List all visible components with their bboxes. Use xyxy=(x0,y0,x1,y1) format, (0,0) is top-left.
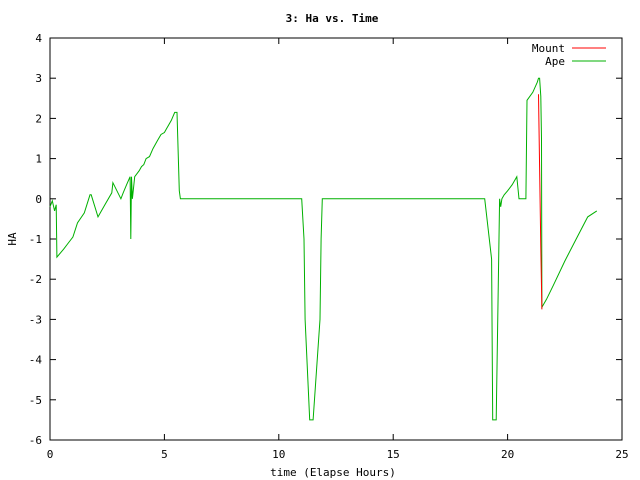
legend-label-ape: Ape xyxy=(545,55,565,68)
y-tick-label: 3 xyxy=(35,72,42,85)
x-tick-label: 15 xyxy=(387,448,400,461)
y-tick-label: -2 xyxy=(29,273,42,286)
x-tick-label: 25 xyxy=(615,448,628,461)
y-tick-label: 1 xyxy=(35,153,42,166)
series-line-ape xyxy=(49,77,598,421)
x-axis-label: time (Elapse Hours) xyxy=(270,466,396,479)
y-tick-label: 4 xyxy=(35,32,42,45)
y-tick-label: -5 xyxy=(29,394,42,407)
y-tick-label: 0 xyxy=(35,193,42,206)
x-tick-label: 0 xyxy=(47,448,54,461)
legend-label-mount: Mount xyxy=(532,42,565,55)
series-layer xyxy=(49,77,598,421)
x-axis-ticks: 0 5 10 15 20 25 xyxy=(47,38,629,461)
y-tick-label: -3 xyxy=(29,313,42,326)
x-tick-label: 5 xyxy=(161,448,168,461)
x-tick-label: 20 xyxy=(501,448,514,461)
y-tick-label: 2 xyxy=(35,112,42,125)
y-tick-label: -4 xyxy=(29,354,43,367)
y-tick-label: -1 xyxy=(29,233,42,246)
y-tick-label: -6 xyxy=(29,434,42,447)
x-tick-label: 10 xyxy=(272,448,285,461)
series-line-mount xyxy=(538,94,543,310)
plot-frame xyxy=(49,37,623,441)
y-axis-ticks: 4 3 2 1 0 -1 -2 -3 -4 -5 -6 xyxy=(29,32,622,447)
chart-title: 3: Ha vs. Time xyxy=(286,12,379,25)
y-axis-label: HA xyxy=(6,232,19,246)
